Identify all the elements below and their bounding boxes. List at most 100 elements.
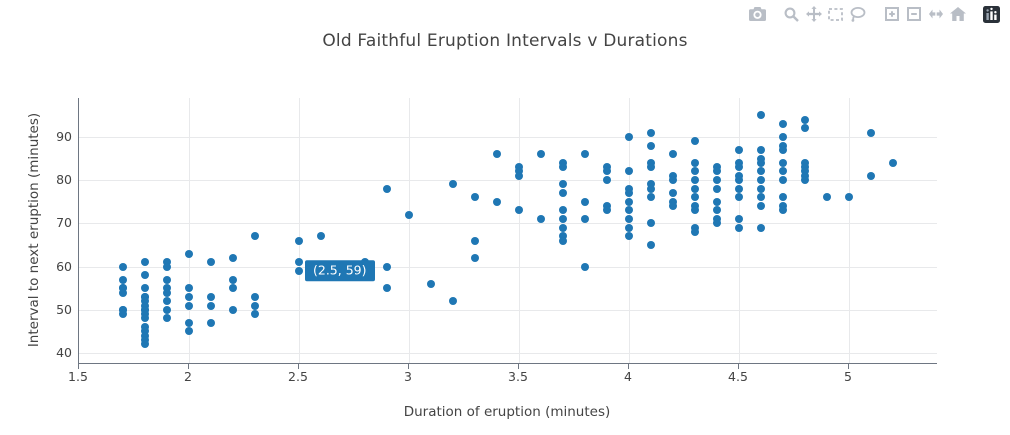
data-point[interactable] bbox=[229, 275, 237, 284]
data-point[interactable] bbox=[163, 288, 171, 297]
data-point[interactable] bbox=[735, 176, 743, 185]
data-point[interactable] bbox=[295, 266, 303, 275]
data-point[interactable] bbox=[141, 340, 149, 349]
data-point[interactable] bbox=[779, 176, 787, 185]
data-point[interactable] bbox=[603, 206, 611, 215]
data-point[interactable] bbox=[757, 202, 765, 211]
data-point[interactable] bbox=[207, 301, 215, 310]
data-point[interactable] bbox=[141, 301, 149, 310]
data-point[interactable] bbox=[141, 305, 149, 314]
data-point[interactable] bbox=[625, 167, 633, 176]
data-point[interactable] bbox=[779, 167, 787, 176]
data-point[interactable] bbox=[141, 284, 149, 293]
data-point[interactable] bbox=[185, 249, 193, 258]
data-point[interactable] bbox=[691, 223, 699, 232]
pan-button[interactable] bbox=[804, 6, 823, 23]
data-point[interactable] bbox=[185, 292, 193, 301]
data-point[interactable] bbox=[625, 215, 633, 224]
data-point[interactable] bbox=[163, 275, 171, 284]
data-point[interactable] bbox=[625, 184, 633, 193]
data-point[interactable] bbox=[207, 258, 215, 267]
data-point[interactable] bbox=[185, 301, 193, 310]
data-point[interactable] bbox=[757, 184, 765, 193]
data-point[interactable] bbox=[669, 189, 677, 198]
data-point[interactable] bbox=[185, 318, 193, 327]
box-select-button[interactable] bbox=[826, 6, 845, 23]
data-point[interactable] bbox=[735, 145, 743, 154]
data-point[interactable] bbox=[141, 310, 149, 319]
data-point[interactable] bbox=[515, 163, 523, 172]
data-point[interactable] bbox=[383, 262, 391, 271]
data-point[interactable] bbox=[647, 180, 655, 189]
reset-home-button[interactable] bbox=[948, 6, 967, 23]
data-point[interactable] bbox=[779, 141, 787, 150]
data-point[interactable] bbox=[141, 331, 149, 340]
data-point[interactable] bbox=[691, 176, 699, 185]
data-point[interactable] bbox=[141, 258, 149, 267]
data-point[interactable] bbox=[141, 271, 149, 280]
data-point[interactable] bbox=[603, 202, 611, 211]
data-point[interactable] bbox=[163, 297, 171, 306]
data-point[interactable] bbox=[603, 167, 611, 176]
data-point[interactable] bbox=[471, 236, 479, 245]
data-point[interactable] bbox=[581, 262, 589, 271]
data-point[interactable] bbox=[647, 163, 655, 172]
data-point[interactable] bbox=[559, 158, 567, 167]
data-point[interactable] bbox=[493, 197, 501, 206]
data-point[interactable] bbox=[625, 223, 633, 232]
lasso-button[interactable] bbox=[848, 6, 867, 23]
data-point[interactable] bbox=[647, 240, 655, 249]
data-point[interactable] bbox=[427, 279, 435, 288]
data-point[interactable] bbox=[713, 167, 721, 176]
data-point[interactable] bbox=[515, 171, 523, 180]
data-point[interactable] bbox=[779, 206, 787, 215]
data-point[interactable] bbox=[779, 132, 787, 141]
data-point[interactable] bbox=[163, 314, 171, 323]
data-point[interactable] bbox=[647, 193, 655, 202]
data-point[interactable] bbox=[801, 115, 809, 124]
data-point[interactable] bbox=[493, 150, 501, 159]
data-point[interactable] bbox=[691, 228, 699, 236]
data-point[interactable] bbox=[119, 305, 127, 314]
data-point[interactable] bbox=[845, 193, 853, 202]
data-point[interactable] bbox=[713, 184, 721, 193]
data-point[interactable] bbox=[779, 119, 787, 128]
data-point[interactable] bbox=[779, 193, 787, 202]
data-point[interactable] bbox=[757, 154, 765, 163]
data-point[interactable] bbox=[691, 184, 699, 193]
data-point[interactable] bbox=[229, 284, 237, 293]
data-point[interactable] bbox=[625, 132, 633, 141]
data-point[interactable] bbox=[713, 215, 721, 224]
data-point[interactable] bbox=[779, 158, 787, 167]
data-point[interactable] bbox=[823, 193, 831, 202]
data-point[interactable] bbox=[735, 171, 743, 180]
data-point[interactable] bbox=[471, 253, 479, 262]
data-point[interactable] bbox=[537, 150, 545, 159]
data-point[interactable] bbox=[801, 176, 809, 185]
zoom-in-button[interactable] bbox=[882, 6, 901, 23]
data-point[interactable] bbox=[647, 219, 655, 228]
data-point[interactable] bbox=[647, 158, 655, 167]
data-point[interactable] bbox=[559, 180, 567, 189]
data-point[interactable] bbox=[559, 215, 567, 224]
data-point[interactable] bbox=[295, 236, 303, 245]
data-point[interactable] bbox=[735, 163, 743, 172]
data-point[interactable] bbox=[713, 163, 721, 172]
data-point[interactable] bbox=[141, 314, 149, 323]
data-point[interactable] bbox=[735, 184, 743, 193]
data-point[interactable] bbox=[867, 171, 875, 180]
data-point[interactable] bbox=[691, 137, 699, 146]
autoscale-button[interactable] bbox=[926, 6, 945, 23]
data-point[interactable] bbox=[669, 171, 677, 180]
data-point[interactable] bbox=[669, 150, 677, 159]
data-point[interactable] bbox=[383, 284, 391, 293]
data-point[interactable] bbox=[163, 258, 171, 267]
plotly-logo-button[interactable] bbox=[982, 5, 1001, 23]
data-point[interactable] bbox=[251, 232, 259, 241]
data-point[interactable] bbox=[251, 292, 259, 301]
data-point[interactable] bbox=[735, 158, 743, 167]
data-point[interactable] bbox=[141, 323, 149, 332]
data-point[interactable] bbox=[867, 128, 875, 137]
data-point[interactable] bbox=[801, 158, 809, 167]
data-point[interactable] bbox=[735, 193, 743, 202]
